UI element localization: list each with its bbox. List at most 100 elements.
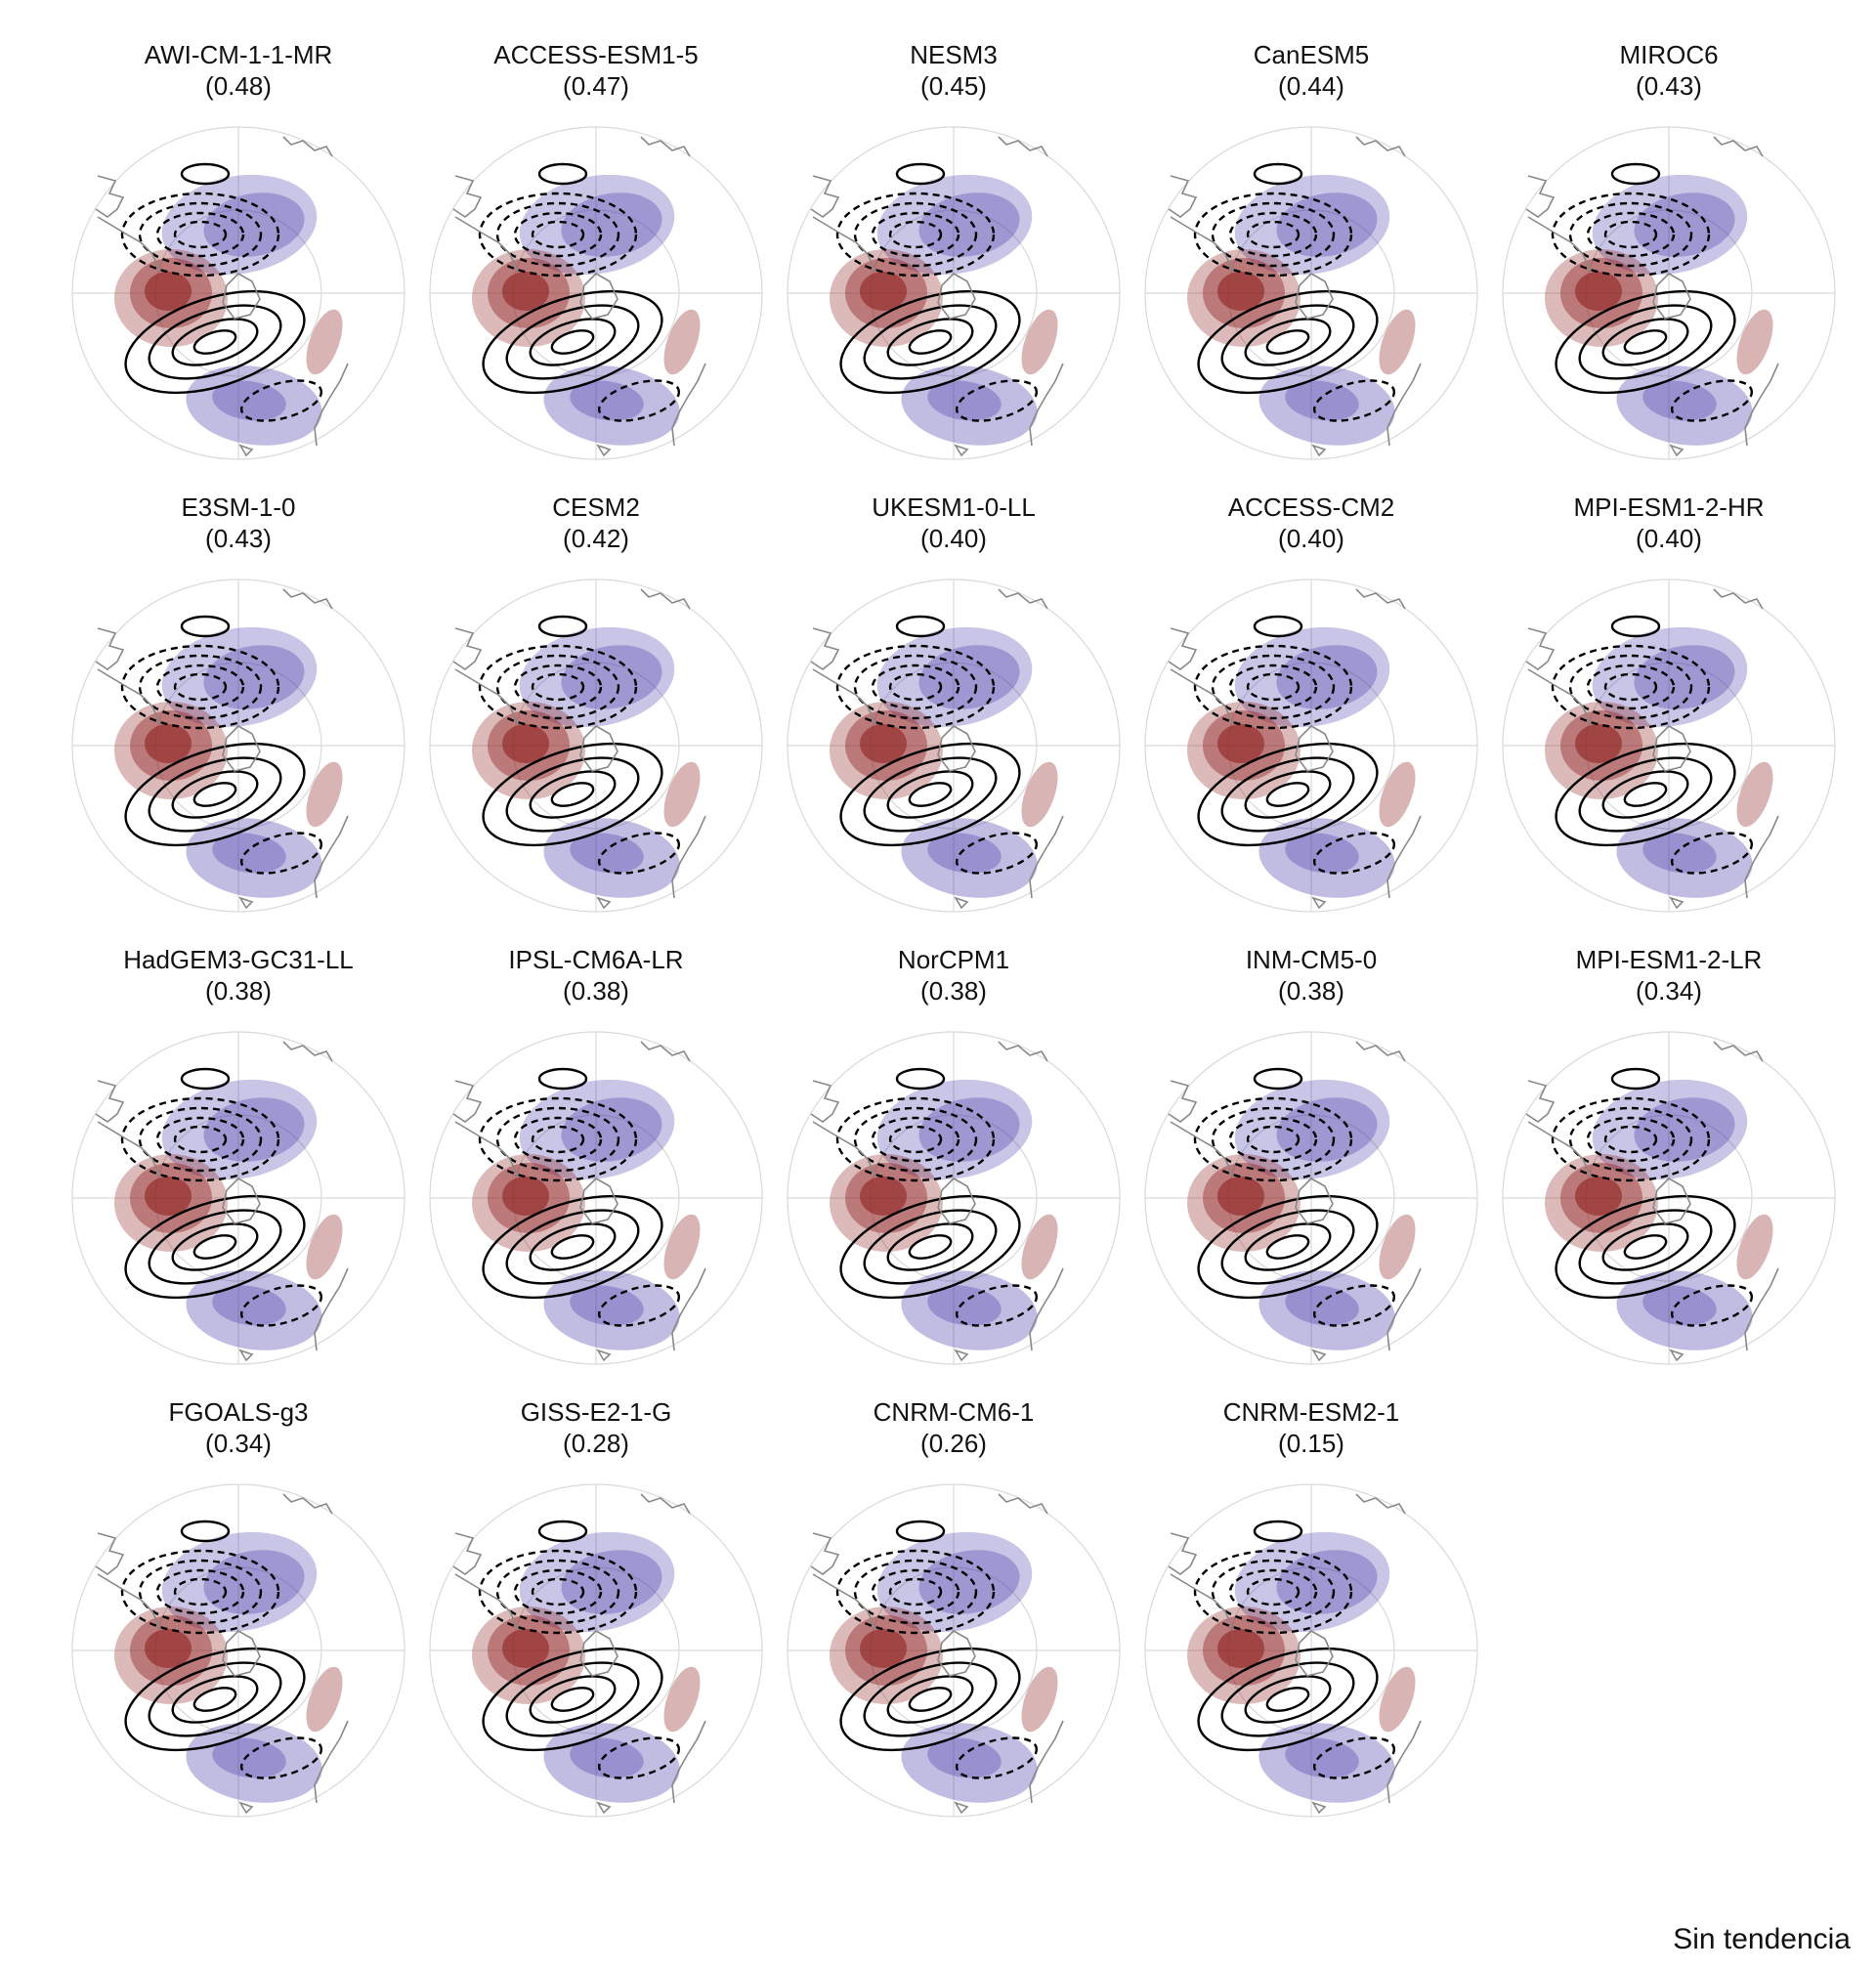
contours bbox=[120, 1067, 323, 1327]
panel-title: MPI-ESM1-2-HR (0.40) bbox=[1489, 492, 1849, 554]
polar-map bbox=[1144, 126, 1478, 460]
contours bbox=[835, 162, 1039, 422]
model-panel: FGOALS-g3 (0.34) bbox=[59, 1396, 418, 1846]
model-panel: MIROC6 (0.43) bbox=[1489, 39, 1849, 489]
model-score: (0.40) bbox=[1636, 524, 1702, 553]
panel-title: INM-CM5-0 (0.38) bbox=[1131, 944, 1491, 1006]
model-name: NorCPM1 bbox=[897, 945, 1010, 974]
shaded-anomalies bbox=[472, 1079, 701, 1350]
model-score: (0.38) bbox=[205, 976, 272, 1006]
model-panel: GISS-E2-1-G (0.28) bbox=[416, 1396, 776, 1846]
coastlines bbox=[1168, 136, 1422, 457]
model-panel: UKESM1-0-LL (0.40) bbox=[774, 492, 1133, 941]
shaded-anomalies bbox=[830, 626, 1058, 898]
model-name: IPSL-CM6A-LR bbox=[508, 945, 684, 974]
panel-title: NorCPM1 (0.38) bbox=[774, 944, 1133, 1006]
panel-title: AWI-CM-1-1-MR (0.48) bbox=[59, 39, 418, 102]
contours bbox=[1551, 615, 1754, 875]
model-panel: CNRM-ESM2-1 (0.15) bbox=[1131, 1396, 1491, 1846]
model-score: (0.45) bbox=[920, 71, 987, 101]
coastlines bbox=[1525, 136, 1779, 457]
shaded-anomalies bbox=[472, 626, 701, 898]
model-score: (0.43) bbox=[1636, 71, 1702, 101]
panel-title: ACCESS-CM2 (0.40) bbox=[1131, 492, 1491, 554]
model-score: (0.15) bbox=[1278, 1429, 1344, 1458]
model-panel: MPI-ESM1-2-LR (0.34) bbox=[1489, 944, 1849, 1393]
shaded-anomalies bbox=[1187, 1531, 1416, 1803]
coastlines bbox=[810, 588, 1064, 910]
contours bbox=[835, 1067, 1039, 1327]
shaded-anomalies bbox=[114, 174, 343, 446]
polar-map bbox=[787, 1031, 1121, 1365]
panel-title: MIROC6 (0.43) bbox=[1489, 39, 1849, 102]
panel-title: CNRM-ESM2-1 (0.15) bbox=[1131, 1396, 1491, 1459]
model-name: MIROC6 bbox=[1619, 40, 1719, 69]
polar-map bbox=[1144, 1483, 1478, 1818]
contours bbox=[120, 615, 323, 875]
coastlines bbox=[810, 1041, 1064, 1362]
shaded-anomalies bbox=[1545, 626, 1773, 898]
contours bbox=[478, 1067, 681, 1327]
shaded-anomalies bbox=[1545, 174, 1773, 446]
model-name: NESM3 bbox=[910, 40, 998, 69]
model-score: (0.48) bbox=[205, 71, 272, 101]
coastlines bbox=[1525, 588, 1779, 910]
model-score: (0.44) bbox=[1278, 71, 1344, 101]
contours bbox=[1193, 615, 1396, 875]
model-panel: IPSL-CM6A-LR (0.38) bbox=[416, 944, 776, 1393]
model-name: INM-CM5-0 bbox=[1245, 945, 1378, 974]
coastlines bbox=[452, 1041, 706, 1362]
model-name: ACCESS-CM2 bbox=[1227, 492, 1395, 522]
model-name: FGOALS-g3 bbox=[168, 1397, 309, 1427]
polar-map bbox=[71, 578, 405, 913]
shaded-anomalies bbox=[1187, 1079, 1416, 1350]
coastlines bbox=[95, 136, 349, 457]
shaded-anomalies bbox=[1187, 626, 1416, 898]
model-name: CNRM-ESM2-1 bbox=[1222, 1397, 1400, 1427]
panel-title: GISS-E2-1-G (0.28) bbox=[416, 1396, 776, 1459]
contours bbox=[478, 1520, 681, 1779]
model-panel: CanESM5 (0.44) bbox=[1131, 39, 1491, 489]
contours bbox=[1193, 1520, 1396, 1779]
coastlines bbox=[810, 1493, 1064, 1815]
panel-title: ACCESS-ESM1-5 (0.47) bbox=[416, 39, 776, 102]
model-name: MPI-ESM1-2-HR bbox=[1573, 492, 1765, 522]
shaded-anomalies bbox=[114, 626, 343, 898]
polar-map bbox=[787, 126, 1121, 460]
shaded-anomalies bbox=[830, 1079, 1058, 1350]
coastlines bbox=[95, 1041, 349, 1362]
panel-title: UKESM1-0-LL (0.40) bbox=[774, 492, 1133, 554]
polar-map bbox=[1144, 578, 1478, 913]
model-panel: E3SM-1-0 (0.43) bbox=[59, 492, 418, 941]
contours bbox=[835, 615, 1039, 875]
shaded-anomalies bbox=[114, 1079, 343, 1350]
coastlines bbox=[452, 588, 706, 910]
model-panel: CNRM-CM6-1 (0.26) bbox=[774, 1396, 1133, 1846]
coastlines bbox=[452, 136, 706, 457]
polar-map bbox=[71, 1483, 405, 1818]
coastlines bbox=[95, 1493, 349, 1815]
polar-map bbox=[1502, 1031, 1836, 1365]
coastlines bbox=[95, 588, 349, 910]
coastlines bbox=[1168, 588, 1422, 910]
coastlines bbox=[1168, 1041, 1422, 1362]
coastlines bbox=[1168, 1493, 1422, 1815]
contours bbox=[1551, 1067, 1754, 1327]
polar-map bbox=[429, 1031, 763, 1365]
shaded-anomalies bbox=[1545, 1079, 1773, 1350]
contours bbox=[478, 162, 681, 422]
model-name: GISS-E2-1-G bbox=[520, 1397, 672, 1427]
model-name: AWI-CM-1-1-MR bbox=[144, 40, 333, 69]
panel-title: CNRM-CM6-1 (0.26) bbox=[774, 1396, 1133, 1459]
model-panel: ACCESS-CM2 (0.40) bbox=[1131, 492, 1491, 941]
footer-label: Sin tendencia bbox=[1673, 1923, 1851, 1955]
coastlines bbox=[1525, 1041, 1779, 1362]
contours bbox=[1551, 162, 1754, 422]
polar-map bbox=[1144, 1031, 1478, 1365]
contours bbox=[120, 1520, 323, 1779]
panel-title: NESM3 (0.45) bbox=[774, 39, 1133, 102]
polar-map bbox=[429, 1483, 763, 1818]
coastlines bbox=[452, 1493, 706, 1815]
model-score: (0.38) bbox=[920, 976, 987, 1006]
model-panel: CESM2 (0.42) bbox=[416, 492, 776, 941]
